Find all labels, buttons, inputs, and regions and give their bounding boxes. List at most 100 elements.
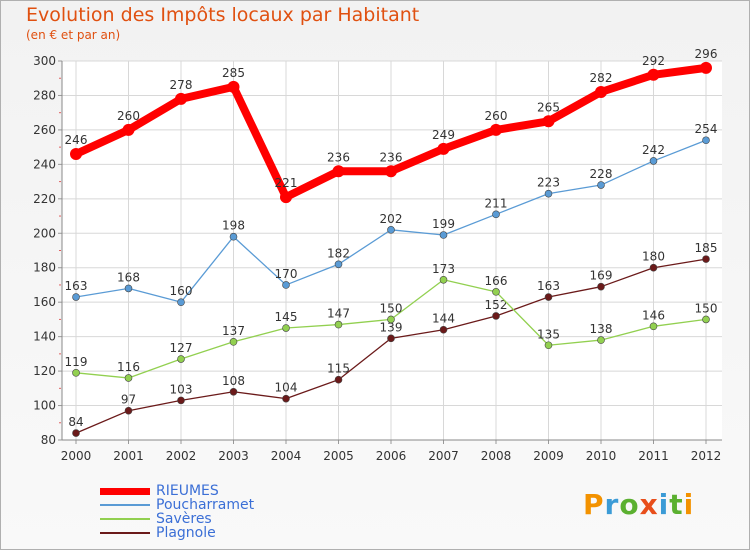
x-tick-label: 2005 (323, 449, 354, 463)
data-point (229, 338, 238, 346)
data-point (124, 284, 133, 293)
data-label: 228 (590, 167, 613, 181)
x-tick-label: 2001 (113, 449, 144, 463)
x-tick-label: 2003 (218, 449, 249, 463)
data-label: 169 (590, 269, 613, 283)
legend-label: Savères (156, 511, 212, 527)
data-point (544, 189, 553, 198)
data-label: 221 (275, 176, 298, 190)
data-label: 116 (117, 360, 140, 374)
data-label: 150 (695, 301, 718, 315)
data-label: 249 (432, 128, 455, 142)
data-point (229, 232, 238, 241)
x-tick-label: 2009 (533, 449, 564, 463)
data-label: 145 (275, 310, 298, 324)
data-point (122, 123, 135, 136)
x-tick-label: 2002 (166, 449, 197, 463)
y-tick-label: 160 (33, 295, 56, 309)
data-label: 173 (432, 262, 455, 276)
data-label: 278 (170, 78, 193, 92)
data-label: 296 (695, 47, 718, 61)
data-point (649, 263, 658, 272)
legend-label: Poucharramet (156, 497, 255, 513)
data-point (492, 210, 500, 219)
y-tick-label: 80 (41, 433, 56, 447)
data-point (282, 394, 290, 403)
data-point (175, 92, 187, 105)
proxiti-logo: Proxiti (583, 488, 694, 521)
data-point (124, 406, 133, 415)
x-tick-label: 2008 (481, 449, 512, 463)
logo-letter: P (583, 488, 605, 521)
legend: RIEUMES Poucharramet Savères Plagnole (100, 484, 254, 540)
data-point (177, 298, 185, 306)
data-label: 138 (590, 322, 613, 336)
data-point (282, 281, 290, 289)
data-point (595, 86, 607, 99)
data-label: 254 (695, 122, 718, 136)
data-label: 127 (170, 341, 193, 355)
data-point (439, 231, 448, 239)
y-tick-label: 200 (33, 226, 56, 240)
data-label: 182 (327, 246, 350, 260)
data-point (542, 115, 555, 128)
legend-item-rieumes: RIEUMES (100, 484, 254, 498)
data-label: 292 (642, 54, 665, 68)
data-label: 137 (222, 324, 245, 338)
data-point (229, 387, 238, 396)
data-point (490, 123, 502, 136)
data-point (334, 320, 343, 329)
data-label: 166 (485, 274, 508, 288)
data-point (280, 191, 292, 204)
data-point (492, 288, 500, 296)
y-tick-label: 140 (33, 330, 56, 344)
y-tick-label: 260 (33, 123, 56, 137)
data-label: 236 (327, 150, 350, 164)
legend-swatch (100, 487, 150, 495)
logo-letter: r (604, 488, 620, 521)
data-label: 119 (65, 355, 88, 369)
data-label: 260 (485, 109, 508, 123)
data-point (700, 61, 712, 74)
data-label: 108 (222, 374, 245, 388)
data-label: 170 (275, 267, 298, 281)
data-label: 199 (432, 217, 455, 231)
data-label: 152 (485, 298, 508, 312)
data-point (597, 336, 605, 344)
legend-label: RIEUMES (156, 483, 219, 499)
data-label: 163 (537, 279, 560, 293)
data-point (437, 142, 450, 155)
data-point (334, 375, 343, 384)
legend-swatch (100, 532, 150, 534)
data-label: 168 (117, 270, 140, 284)
x-tick-label: 2007 (428, 449, 459, 463)
data-label: 223 (537, 176, 560, 190)
data-point (227, 80, 240, 93)
data-point (334, 260, 343, 269)
x-tick-label: 2004 (271, 449, 302, 463)
plot-area (62, 61, 722, 440)
data-label: 144 (432, 312, 455, 326)
data-point (124, 374, 133, 382)
data-point (597, 282, 605, 291)
data-point (332, 165, 345, 178)
data-point (597, 181, 605, 189)
data-label: 282 (590, 71, 613, 85)
data-point (385, 165, 397, 178)
data-label: 180 (642, 250, 665, 264)
x-tick-label: 2010 (586, 449, 617, 463)
legend-item-poucharramet: Poucharramet (100, 498, 254, 512)
data-point (647, 68, 660, 81)
data-point (72, 293, 80, 301)
data-label: 103 (170, 382, 193, 396)
y-tick-label: 100 (33, 399, 56, 413)
data-point (177, 355, 185, 363)
data-label: 265 (537, 100, 560, 114)
y-tick-label: 240 (33, 157, 56, 171)
data-point (387, 315, 395, 324)
data-point (72, 369, 80, 377)
x-tick-label: 2000 (61, 449, 92, 463)
data-label: 97 (121, 393, 136, 407)
data-label: 146 (642, 308, 665, 322)
